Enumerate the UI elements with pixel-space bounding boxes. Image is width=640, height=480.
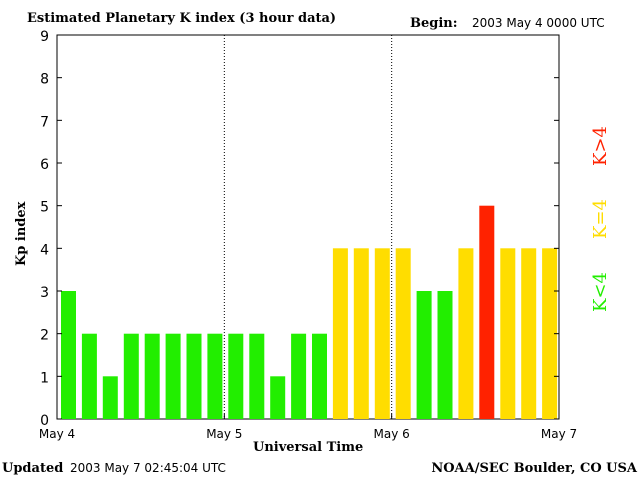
begin-label: Begin: — [410, 16, 458, 31]
bar-may-4-06 — [102, 376, 118, 419]
bar-may-6-03 — [416, 291, 432, 419]
bar-may-5-06 — [270, 376, 286, 419]
bar-may-4-00 — [61, 291, 76, 419]
y-tick-label-8: 8 — [40, 72, 49, 88]
y-tick-label-9: 9 — [40, 29, 49, 45]
y-axis-label: Kp index — [14, 201, 29, 266]
x-tick-label-may-6: May 6 — [374, 427, 410, 441]
y-tick-label-6: 6 — [40, 157, 49, 173]
bar-may-5-15 — [332, 248, 348, 419]
y-tick-label-0: 0 — [40, 413, 49, 429]
bar-may-6-09 — [458, 248, 474, 419]
bar-may-6-06 — [437, 291, 453, 419]
x-tick-label-may-7: May 7 — [541, 427, 577, 441]
bar-may-4-15 — [165, 333, 181, 419]
y-tick-label-1: 1 — [40, 370, 49, 386]
bar-may-4-21 — [207, 333, 223, 419]
begin-value: 2003 May 4 0000 UTC — [472, 16, 605, 30]
bar-may-5-03 — [249, 333, 265, 419]
x-axis-label: Universal Time — [253, 440, 364, 455]
bar-may-5-21 — [374, 248, 390, 419]
bar-may-4-12 — [144, 333, 160, 419]
bar-may-4-03 — [81, 333, 97, 419]
y-tick-label-4: 4 — [40, 242, 49, 258]
bar-may-5-00 — [228, 333, 244, 419]
y-tick-label-3: 3 — [40, 285, 49, 301]
bar-may-6-21 — [542, 248, 558, 419]
bar-may-4-18 — [186, 333, 202, 419]
bar-may-4-09 — [123, 333, 139, 419]
legend-low: K<4 — [590, 272, 611, 312]
y-tick-label-7: 7 — [40, 114, 49, 130]
chart-title: Estimated Planetary K index (3 hour data… — [27, 11, 337, 26]
y-tick-label-2: 2 — [40, 328, 49, 344]
bar-may-6-12 — [479, 205, 495, 419]
legend-mid: K=4 — [590, 199, 611, 239]
bar-may-5-12 — [312, 333, 327, 419]
plot-frame — [56, 34, 560, 420]
updated-label: Updated — [2, 461, 64, 476]
bar-may-5-18 — [353, 248, 369, 419]
bar-may-6-00 — [395, 248, 411, 419]
bar-may-6-15 — [500, 248, 516, 419]
updated-value: 2003 May 7 02:45:04 UTC — [70, 461, 226, 475]
y-tick-label-5: 5 — [40, 200, 49, 216]
x-tick-label-may-5: May 5 — [206, 427, 242, 441]
bar-may-6-18 — [521, 248, 537, 419]
source-credit: NOAA/SEC Boulder, CO USA — [431, 461, 637, 476]
x-tick-label-may-4: May 4 — [39, 427, 75, 441]
legend-high: K>4 — [590, 126, 611, 166]
bar-may-5-09 — [291, 333, 307, 419]
